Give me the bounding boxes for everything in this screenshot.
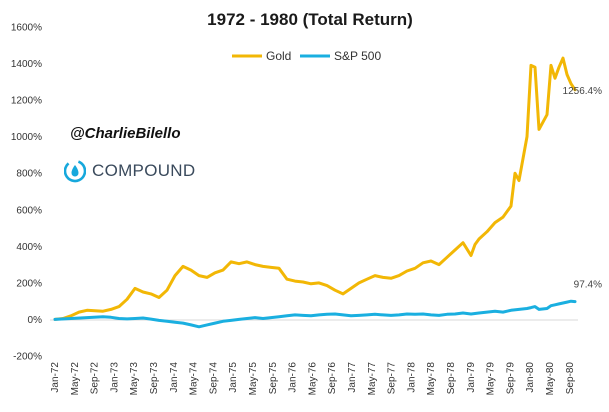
series-line-gold bbox=[53, 56, 577, 321]
y-tick-label: 800% bbox=[16, 169, 42, 180]
x-tick-label: Jan-78 bbox=[406, 362, 417, 393]
author-handle: @CharlieBilello bbox=[70, 125, 181, 142]
y-tick-label: 200% bbox=[16, 278, 42, 289]
y-tick-label: 0% bbox=[28, 315, 43, 326]
x-tick-label: Jan-72 bbox=[50, 362, 61, 393]
legend-label-sp500: S&P 500 bbox=[334, 49, 381, 63]
x-tick-label: May-74 bbox=[189, 362, 200, 396]
legend: Gold S&P 500 bbox=[232, 49, 381, 63]
chart-title: 1972 - 1980 (Total Return) bbox=[207, 10, 413, 29]
x-tick-label: Jan-79 bbox=[466, 362, 477, 393]
x-tick-label: Jan-73 bbox=[109, 362, 120, 393]
series-lines bbox=[53, 56, 577, 329]
x-tick-label: Sep-79 bbox=[505, 362, 516, 395]
y-tick-label: 1600% bbox=[11, 23, 42, 34]
x-tick-label: May-72 bbox=[70, 362, 81, 396]
x-tick-label: Jan-75 bbox=[228, 362, 239, 393]
x-tick-label: May-78 bbox=[426, 362, 437, 396]
x-tick-label: Sep-73 bbox=[149, 362, 160, 395]
y-tick-label: 400% bbox=[16, 242, 42, 253]
x-tick-label: Jan-74 bbox=[169, 362, 180, 393]
x-tick-label: May-73 bbox=[129, 362, 140, 396]
x-tick-label: May-75 bbox=[248, 362, 259, 396]
x-tick-label: Jan-77 bbox=[347, 362, 358, 393]
end-label-gold: 1256.4% bbox=[563, 86, 603, 97]
y-tick-label: 1000% bbox=[11, 132, 42, 143]
x-tick-label: Jan-80 bbox=[525, 362, 536, 393]
x-tick-label: Sep-80 bbox=[565, 362, 576, 395]
x-tick-label: Sep-77 bbox=[387, 362, 398, 395]
x-tick-label: Sep-72 bbox=[90, 362, 101, 395]
x-tick-label: May-76 bbox=[307, 362, 318, 396]
y-tick-label: 1400% bbox=[11, 59, 42, 70]
y-axis: -200% 0% 200% 400% 600% 800% 1000% 1200% 1400% 16… bbox=[11, 23, 42, 363]
y-tick-label: 1200% bbox=[11, 96, 42, 107]
x-tick-label: Jan-76 bbox=[288, 362, 299, 393]
compound-logo-icon bbox=[64, 159, 86, 183]
end-labels: 1256.4% 97.4% bbox=[563, 86, 603, 291]
end-label-sp500: 97.4% bbox=[574, 280, 602, 291]
series-line-sp500 bbox=[53, 299, 577, 329]
legend-label-gold: Gold bbox=[266, 49, 291, 63]
y-tick-label: 600% bbox=[16, 205, 42, 216]
x-tick-label: Sep-76 bbox=[327, 362, 338, 395]
x-axis: Jan-72 May-72 Sep-72 Jan-73 May-73 Sep-73 Jan-… bbox=[50, 362, 576, 396]
brand-logo-group: COMPOUND bbox=[64, 153, 195, 189]
x-tick-label: May-80 bbox=[545, 362, 556, 396]
x-tick-label: Sep-78 bbox=[446, 362, 457, 395]
x-tick-label: Sep-75 bbox=[268, 362, 279, 395]
x-tick-label: May-79 bbox=[486, 362, 497, 396]
x-tick-label: Sep-74 bbox=[208, 362, 219, 395]
y-tick-label: -200% bbox=[13, 352, 42, 363]
brand-name: COMPOUND bbox=[92, 161, 196, 180]
x-tick-label: May-77 bbox=[367, 362, 378, 396]
